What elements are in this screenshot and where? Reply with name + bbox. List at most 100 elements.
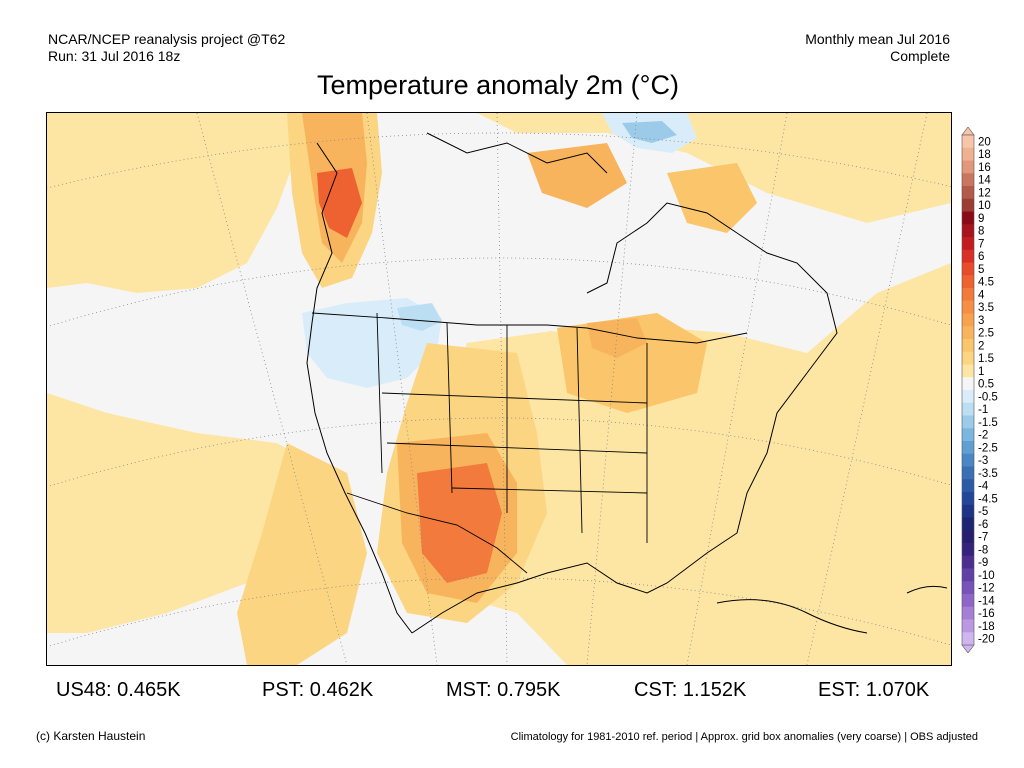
colorbar-swatch [962,466,974,480]
colorbar-tick-label: 12 [978,187,991,199]
colorbar-swatch [962,581,974,595]
colorbar-tick-label: -1.5 [978,417,998,429]
colorbar-tick-label: 0.5 [978,379,994,391]
colorbar-tick-label: -2.5 [978,442,998,454]
colorbar-tick-label: -3.5 [978,468,998,480]
anomaly-region-weak-warm-east [427,263,951,665]
colorbar-tick-label: 6 [978,251,984,263]
colorbar-outline [961,134,975,646]
colorbar-svg: 201816141210987654.543.532.521.510.5-0.5… [961,126,998,654]
colorbar-tick-label: 4 [978,289,985,301]
colorbar-tick-label: 14 [978,175,991,187]
colorbar-swatch [962,135,974,149]
colorbar-legend: 20 18 16 14 12 10 9 8 7 6 5 4.5 4 3.5 3 2.5 2 1.5 1 0.5 -0.5… [958,126,1018,654]
anomaly-region-warm-baja [237,443,367,665]
colorbar-tick-label: 4.5 [978,277,994,289]
colorbar-swatch [962,453,974,467]
colorbar-swatch [962,479,974,493]
period-label: Monthly mean Jul 2016 [805,31,950,47]
colorbar-tick-label: -20 [978,634,995,646]
colorbar-tick-label: 2.5 [978,328,994,340]
colorbar-tick-label: 18 [978,149,991,161]
colorbar-swatch [962,249,974,263]
colorbar-swatch [962,173,974,187]
colorbar-tick-label: -4.5 [978,493,998,505]
colorbar-min-arrow [961,644,975,654]
run-label: Run: 31 Jul 2016 18z [48,48,181,64]
colorbar-tick-label: -0.5 [978,391,998,403]
colorbar-swatch [962,428,974,442]
source-label: NCAR/NCEP reanalysis project @T62 [48,31,286,47]
colorbar-tick-label: 1 [978,366,984,378]
colorbar-swatch [962,160,974,174]
stat-mst: MST: 0.795K [446,679,561,701]
colorbar-swatch [962,288,974,302]
colorbar-swatch [962,504,974,518]
colorbar-tick-label: 10 [978,200,991,212]
colorbar-swatch [962,313,974,327]
colorbar-swatch [962,198,974,212]
colorbar-swatch [962,606,974,620]
stat-est: EST: 1.070K [818,679,930,701]
colorbar-swatch [962,530,974,544]
anomaly-region-warm-texas [417,463,502,583]
anomaly-region-warm-arctic [527,143,627,208]
anomaly-region-neutral [377,143,687,333]
political-borders [311,312,748,574]
colorbar-tick-label: 3 [978,315,984,327]
colorbar-swatch [962,390,974,404]
colorbar-tick-label: 16 [978,162,991,174]
colorbar-swatch [962,402,974,416]
colorbar-swatch [962,147,974,161]
colorbar-swatch [962,555,974,569]
colorbar-swatch [962,211,974,225]
stat-cst: CST: 1.152K [634,679,747,701]
anomaly-region-weak-warm-north [477,113,951,223]
colorbar-tick-label: 1.5 [978,353,994,365]
anomaly-region-cool-north-core [622,121,677,143]
coastlines [306,132,948,634]
graticule [47,113,951,665]
colorbar-tick-label: 20 [978,136,991,148]
period-info: Monthly mean Jul 2016 Complete [805,31,950,65]
colorbar-tick-label: -18 [978,621,995,633]
colorbar-swatch [962,351,974,365]
colorbar-swatch [962,632,974,646]
colorbar-tick-label: -10 [978,570,995,582]
colorbar-swatch [962,300,974,314]
colorbar-tick-label: -1 [978,404,988,416]
anomaly-region-warm-hudson [667,163,757,233]
colorbar-swatch [962,262,974,276]
run-info: NCAR/NCEP reanalysis project @T62 Run: 3… [48,31,285,65]
colorbar-tick-label: -4 [978,481,989,493]
colorbar-tick-label: -2 [978,430,988,442]
colorbar-swatch [962,619,974,633]
colorbar-swatch [962,364,974,378]
colorbar-swatch [962,517,974,531]
stat-pst: PST: 0.462K [262,679,374,701]
colorbar-tick-label: 7 [978,238,984,250]
anomaly-map [46,112,952,666]
credit-text: (c) Karsten Haustein [36,729,146,743]
colorbar-tick-label: 8 [978,226,984,238]
colorbar-swatch [962,415,974,429]
anomaly-map-canvas [47,113,951,665]
colorbar-swatch [962,237,974,251]
colorbar-tick-label: -9 [978,557,988,569]
colorbar-swatch [962,275,974,289]
colorbar-tick-label: 2 [978,340,984,352]
colorbar-tick-label: 5 [978,264,984,276]
colorbar-max-arrow [961,126,975,136]
status-label: Complete [890,48,950,64]
anomaly-region-warm-pnw-strong [317,168,362,238]
colorbar-swatch [962,441,974,455]
colorbar-swatch [962,543,974,557]
colorbar-tick-label: -3 [978,455,988,467]
anomaly-region-warm-greatlakes-core [587,318,647,358]
regional-averages: US48: 0.465K PST: 0.462K MST: 0.795K CST… [0,679,1024,705]
map-title: Temperature anomaly 2m (°C) [317,70,679,100]
anomaly-region-weak-warm [47,113,327,633]
anomaly-region-cool-core [397,303,442,331]
colorbar-tick-label: 9 [978,213,984,225]
stat-us48: US48: 0.465K [56,679,181,701]
